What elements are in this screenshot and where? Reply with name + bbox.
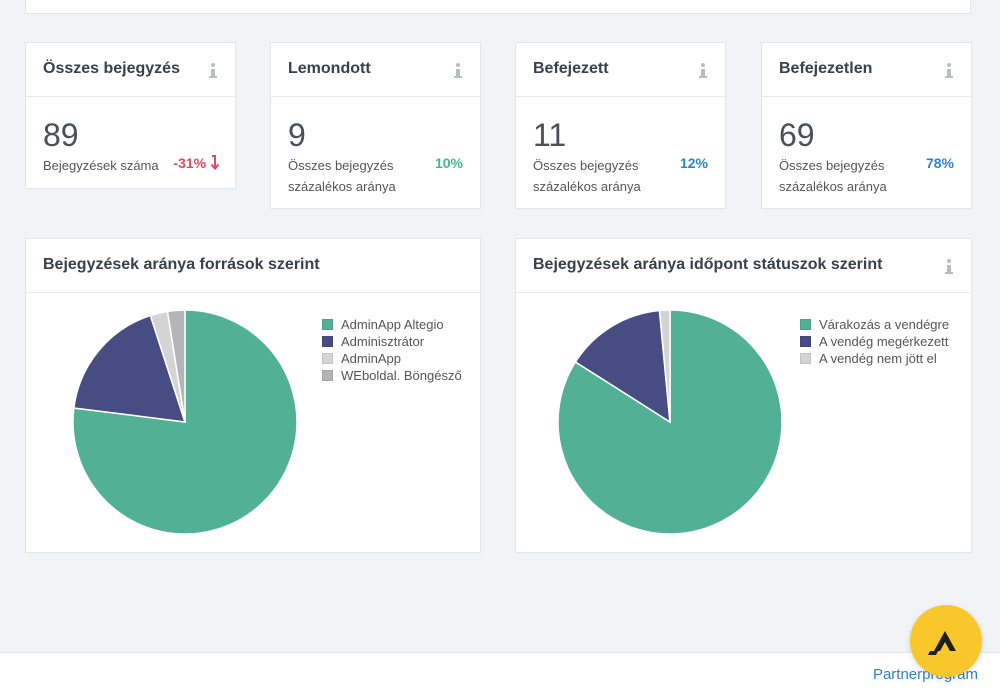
card-header: Befejezetlen [762, 43, 971, 97]
stat-percent: 10% [434, 155, 463, 171]
legend-label: Adminisztrátor [341, 334, 425, 349]
legend-item[interactable]: WEboldal. Böngésző [322, 367, 462, 384]
stat-card-completed: Befejezett 11 Összes bejegyzés százaléko… [515, 42, 726, 209]
legend-item[interactable]: Várakozás a vendégre [800, 316, 949, 333]
card-title: Lemondott [288, 60, 371, 77]
card-header: Összes bejegyzés [26, 43, 235, 97]
chart-legend: AdminApp Altegio Adminisztrátor AdminApp WE… [322, 316, 462, 384]
legend-label: AdminApp Altegio [341, 317, 444, 332]
card-header: Lemondott [271, 43, 480, 97]
card-header: Bejegyzések aránya időpont státuszok sze… [516, 239, 971, 293]
arrow-down-icon [210, 155, 220, 171]
legend-item[interactable]: A vendég megérkezett [800, 333, 949, 350]
stat-percent: 12% [679, 155, 708, 171]
stat-card-total: Összes bejegyzés 89 Bejegyzések száma -3… [25, 42, 236, 189]
legend-swatch [800, 319, 811, 330]
altegio-logo-icon [928, 631, 956, 655]
legend-swatch [322, 336, 333, 347]
card-header: Befejezett [516, 43, 725, 97]
legend-label: Várakozás a vendégre [819, 317, 950, 332]
legend-label: A vendég nem jött el [819, 351, 937, 366]
legend-item[interactable]: Adminisztrátor [322, 333, 462, 350]
stat-value: 9 [288, 117, 306, 153]
legend-swatch [322, 370, 333, 381]
stat-card-cancelled: Lemondott 9 Összes bejegyzés százalékos … [270, 42, 481, 209]
help-button[interactable] [910, 605, 982, 677]
legend-swatch [800, 353, 811, 364]
pie-slice-a-vendeg-megerkezett[interactable] [574, 309, 671, 424]
pie-chart-sources [72, 309, 298, 535]
stat-description: Összes bejegyzés százalékos aránya [288, 158, 396, 194]
legend-item[interactable]: AdminApp Altegio [322, 316, 462, 333]
stat-value: 89 [43, 117, 79, 153]
legend-swatch [322, 353, 333, 364]
footer: Partnerprogram [0, 652, 1000, 695]
legend-swatch [322, 319, 333, 330]
legend-swatch [800, 336, 811, 347]
stat-percent: 78% [925, 155, 954, 171]
top-panel [25, 0, 971, 14]
legend-label: A vendég megérkezett [819, 334, 949, 349]
chart-title: Bejegyzések aránya időpont státuszok sze… [533, 256, 883, 273]
legend-label: WEboldal. Böngésző [341, 368, 462, 383]
info-icon[interactable] [454, 63, 462, 79]
stat-value: 11 [533, 117, 567, 153]
stat-card-incomplete: Befejezetlen 69 Összes bejegyzés százalé… [761, 42, 972, 209]
chart-title: Bejegyzések aránya források szerint [43, 256, 320, 273]
stat-description: Bejegyzések száma [43, 158, 159, 173]
info-icon[interactable] [945, 63, 953, 79]
pie-slice-weboldal-bongeszo[interactable] [166, 309, 186, 423]
card-title: Összes bejegyzés [43, 60, 180, 77]
info-icon[interactable] [945, 259, 953, 275]
pie-slice-a-vendeg-nem-jott-el[interactable] [658, 309, 671, 423]
stat-value: 69 [779, 117, 815, 153]
stat-description: Összes bejegyzés százalékos aránya [533, 158, 641, 194]
card-title: Befejezetlen [779, 60, 873, 77]
chart-card-sources: Bejegyzések aránya források szerint Admi… [25, 238, 481, 553]
stat-description: Összes bejegyzés százalékos aránya [779, 158, 887, 194]
card-header: Bejegyzések aránya források szerint [26, 239, 480, 293]
info-icon[interactable] [209, 63, 217, 79]
info-icon[interactable] [699, 63, 707, 79]
legend-item[interactable]: A vendég nem jött el [800, 350, 949, 367]
legend-label: AdminApp [341, 351, 401, 366]
card-title: Befejezett [533, 60, 609, 77]
chart-card-status: Bejegyzések aránya időpont státuszok sze… [515, 238, 972, 553]
pie-chart-status [557, 309, 783, 535]
legend-item[interactable]: AdminApp [322, 350, 462, 367]
stat-percent: -31% [173, 155, 220, 171]
chart-legend: Várakozás a vendégre A vendég megérkezett… [800, 316, 949, 367]
pie-slice-adminisztrator[interactable] [73, 314, 187, 423]
